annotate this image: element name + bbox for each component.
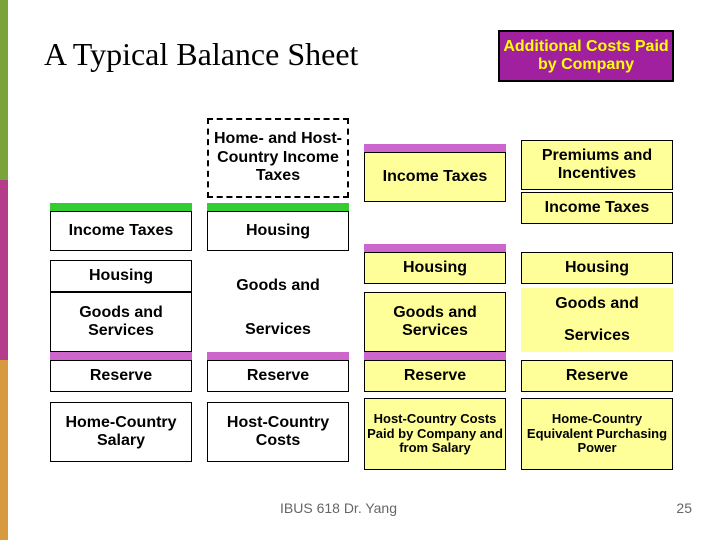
cell: Goods and	[521, 288, 673, 320]
accent-stripe	[0, 0, 8, 540]
cell: Host-Country Costs	[207, 402, 349, 462]
cell: Housing	[207, 211, 349, 251]
divider-bar	[50, 352, 192, 360]
cell: Goods and	[207, 266, 349, 306]
cell: Services	[521, 320, 673, 352]
cell: Home-Country Equivalent Purchasing Power	[521, 398, 673, 470]
divider-bar	[207, 203, 349, 211]
cell: Housing	[50, 260, 192, 292]
cell: Goods and Services	[364, 292, 506, 352]
cell: Housing	[364, 252, 506, 284]
header-additional-costs: Additional Costs Paid by Company	[498, 30, 674, 82]
cell: Premiums and Incentives	[521, 140, 673, 190]
cell: Income Taxes	[50, 211, 192, 251]
cell: Reserve	[50, 360, 192, 392]
footer-course: IBUS 618 Dr. Yang	[280, 500, 397, 516]
cell: Reserve	[207, 360, 349, 392]
cell: Income Taxes	[521, 192, 673, 224]
cell: Host-Country Costs Paid by Company and f…	[364, 398, 506, 470]
divider-bar	[50, 203, 192, 211]
footer-page-number: 25	[676, 500, 692, 516]
page-title: A Typical Balance Sheet	[44, 36, 358, 73]
cell: Housing	[521, 252, 673, 284]
divider-bar	[364, 352, 506, 360]
divider-bar	[207, 352, 349, 360]
cell: Reserve	[521, 360, 673, 392]
cell: Income Taxes	[364, 152, 506, 202]
cell: Services	[207, 310, 349, 350]
cell: Reserve	[364, 360, 506, 392]
divider-bar	[364, 244, 506, 252]
divider-bar	[364, 144, 506, 152]
cell: Home- and Host-Country Income Taxes	[207, 118, 349, 198]
cell: Goods and Services	[50, 292, 192, 352]
cell: Home-Country Salary	[50, 402, 192, 462]
